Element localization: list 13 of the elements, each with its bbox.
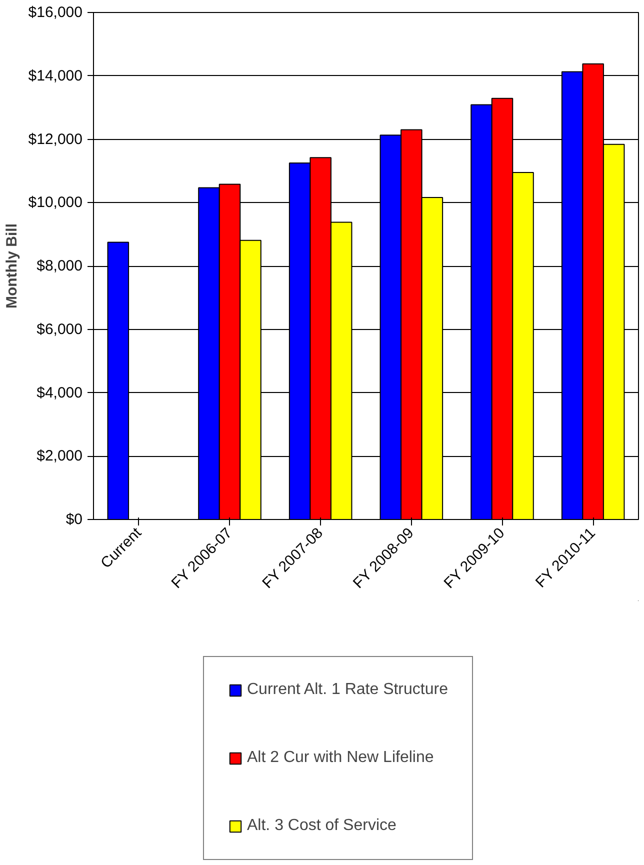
y-tick-label: $2,000: [36, 448, 83, 465]
legend-label: Alt 2 Cur with New Lifeline: [247, 749, 434, 767]
y-tick-label: $16,000: [28, 4, 83, 21]
y-tick-label: $10,000: [28, 194, 83, 212]
y-axis-title: Monthly Bill: [3, 223, 20, 308]
y-tick-label: $0: [66, 511, 83, 528]
y-tick-label: $12,000: [28, 130, 83, 148]
legend-label: Current Alt. 1 Rate Structure: [247, 681, 448, 699]
y-tick-label: $8,000: [36, 258, 83, 274]
y-tick-label: $14,000: [28, 67, 83, 84]
y-tick-label: $4,000: [36, 384, 83, 402]
legend-label: Alt. 3 Cost of Service: [247, 817, 396, 835]
y-tick-label: $6,000: [36, 320, 83, 338]
